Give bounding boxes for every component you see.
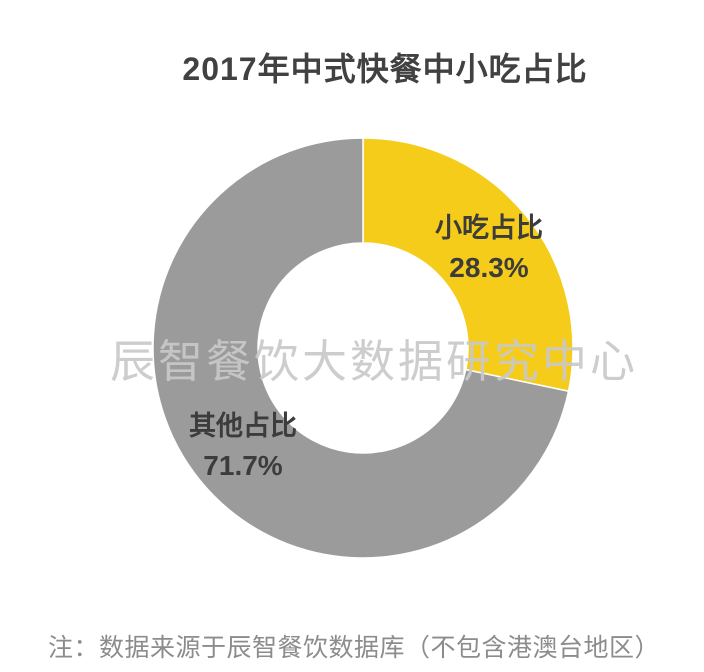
chart-title: 2017年中式快餐中小吃占比 <box>182 51 588 87</box>
slice-label-other-name: 其他占比 <box>189 411 297 441</box>
slice-label-other-share: 其他占比 71.7% <box>189 406 297 486</box>
footnote-text: 注：数据来源于辰智餐饮数据库（不包含港澳台地区） <box>48 634 661 662</box>
slice-label-snack-name: 小吃占比 <box>435 213 543 243</box>
slice-label-snack-percent: 28.3% <box>449 252 529 283</box>
donut-slice-other-share <box>152 137 570 559</box>
slice-label-other-percent: 71.7% <box>203 450 283 481</box>
slice-label-snack-share: 小吃占比 28.3% <box>435 208 543 288</box>
donut-slice-snack-share <box>362 137 574 393</box>
